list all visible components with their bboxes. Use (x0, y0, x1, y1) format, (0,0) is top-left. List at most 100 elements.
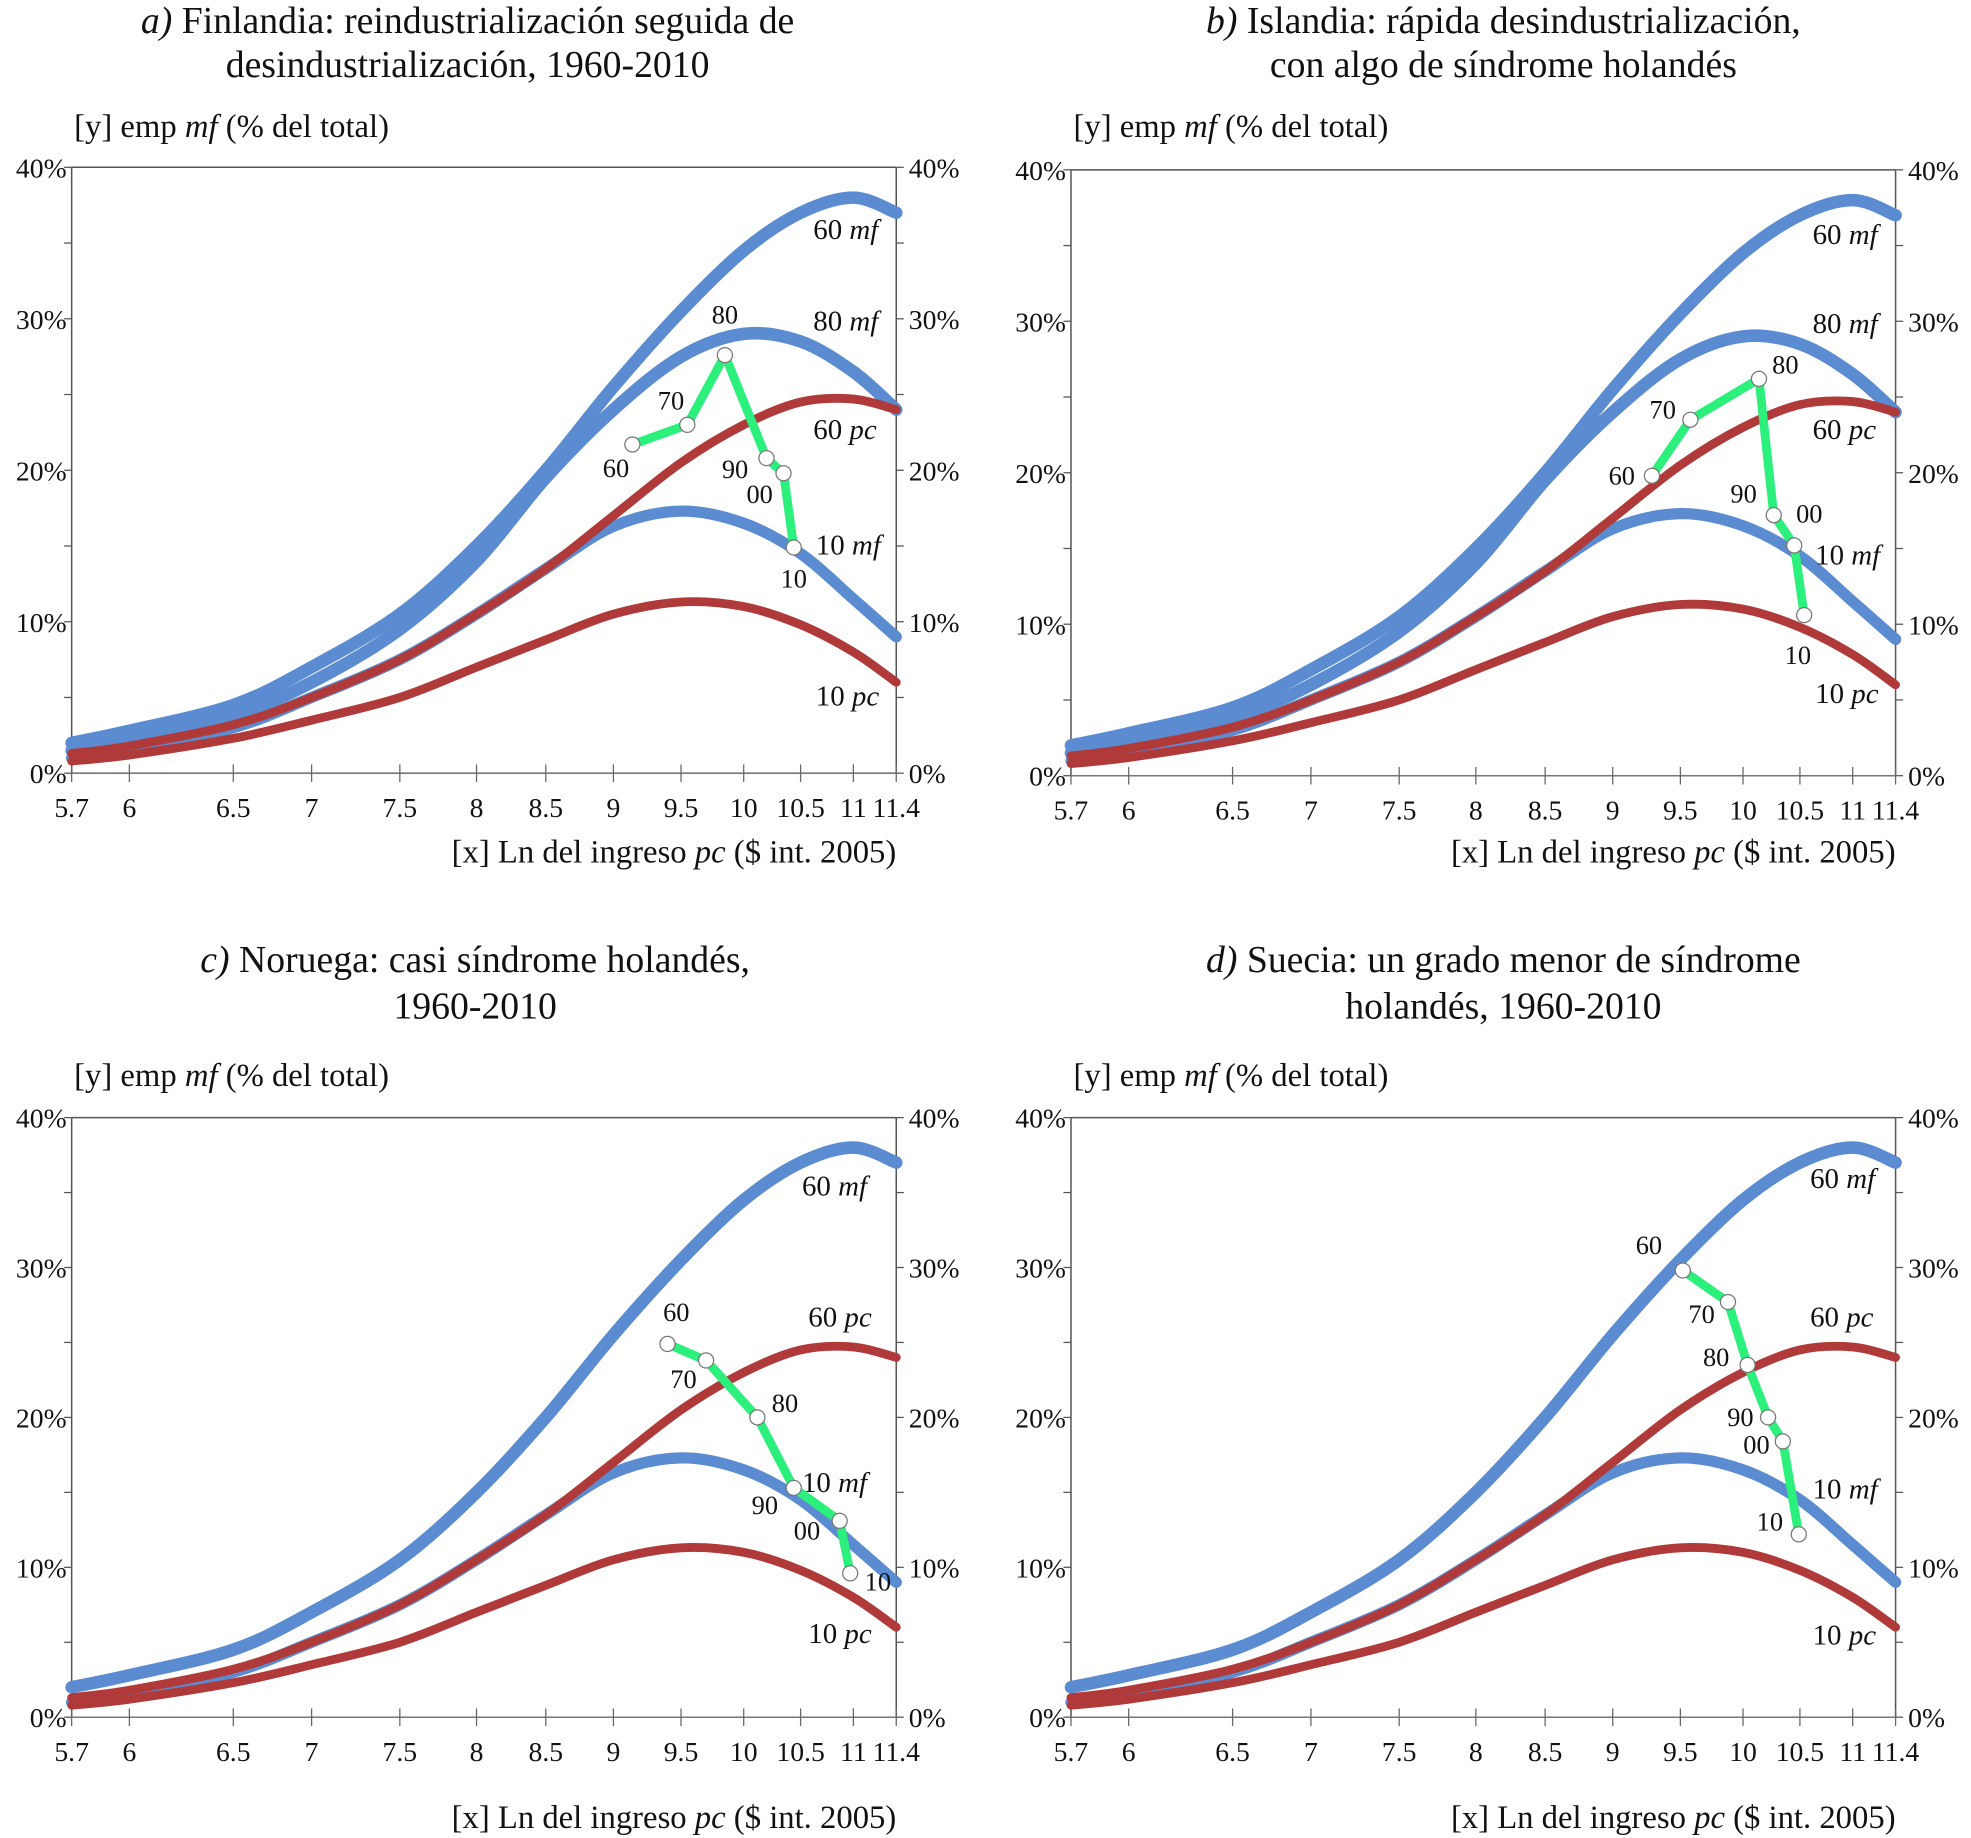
y-axis-label-part: [y] emp (74, 1058, 185, 1094)
x-axis-label-part: pc (1692, 1800, 1725, 1836)
y-tick-label-left: 40% (1015, 1103, 1066, 1134)
y-tick-label-left: 40% (1015, 155, 1066, 186)
y-tick-label-right: 30% (909, 1253, 960, 1284)
chart-title-part: Suecia: un grado menor de síndrome (1237, 939, 1800, 981)
curve-label: 60 pc (808, 1301, 872, 1333)
y-tick-label-right: 0% (1908, 1702, 1945, 1733)
y-axis-label-part: (% del total) (218, 109, 389, 145)
x-tick-label: 11 (840, 1736, 867, 1767)
path-year-label: 90 (752, 1490, 778, 1520)
path-year-label: 10 (1757, 1506, 1783, 1536)
path-marker (1765, 507, 1782, 524)
y-tick-label-left: 10% (16, 1552, 67, 1583)
y-tick-label-right: 30% (1908, 1253, 1959, 1284)
path-marker (785, 1479, 802, 1497)
curve-10-pc (67, 1543, 901, 1710)
path-marker (679, 416, 696, 433)
x-tick-label: 9.5 (664, 1736, 699, 1767)
y-tick-label-right: 20% (909, 455, 960, 486)
y-tick-label-left: 10% (16, 607, 67, 638)
x-tick-label: 11 (1839, 1736, 1866, 1767)
y-tick-label-right: 20% (909, 1402, 960, 1433)
x-axis-label: [x] Ln del ingreso pc ($ int. 2005) (452, 834, 897, 870)
path-marker (749, 1409, 766, 1426)
chart-title-part: d) (1206, 939, 1237, 981)
curve-label: 60 pc (1813, 414, 1877, 446)
y-tick-label-right: 0% (909, 758, 946, 789)
y-axis-label: [y] emp mf (% del total) (74, 1058, 389, 1094)
x-tick-label: 9 (1606, 795, 1620, 826)
x-tick-label: 10 (1729, 1736, 1757, 1767)
x-tick-label: 9 (606, 792, 620, 823)
x-tick-label: 6 (122, 1736, 136, 1767)
x-tick-label: 5.7 (1054, 795, 1089, 826)
y-axis-label-part: (% del total) (1217, 109, 1388, 145)
chart-title-line2-part: holandés, 1960-2010 (1345, 985, 1661, 1027)
curve-label-part: 10 (1813, 1619, 1849, 1651)
curve-label-part: 10 (816, 680, 852, 712)
y-tick-label-right: 10% (909, 607, 960, 638)
curve-label-part: 60 (1810, 1163, 1846, 1195)
curve-label-part: mf (1849, 1473, 1882, 1505)
chart-title-line2-part: con algo de síndrome holandés (1270, 44, 1737, 86)
chart-title-part: Finlandia: reindustrialización seguida d… (172, 0, 794, 42)
y-tick-label-left: 20% (16, 1402, 67, 1433)
chart-title-line2: desindustrialización, 1960-2010 (226, 44, 710, 86)
path-marker (624, 436, 641, 453)
path-year-label: 90 (1727, 1402, 1753, 1432)
y-tick-label-left: 0% (1029, 761, 1066, 792)
path-marker (775, 465, 792, 482)
x-tick-label: 9 (1606, 1736, 1620, 1767)
curve-80-mf (65, 326, 903, 757)
country-path (1648, 374, 1809, 616)
y-axis-label-part: [y] emp (74, 109, 185, 145)
curve-60-mf (65, 1141, 903, 1694)
curve-label-part: pc (842, 1618, 871, 1650)
curve-label-part: mf (1849, 308, 1882, 340)
path-year-label: 80 (1703, 1342, 1729, 1372)
curve-label-part: 10 (1813, 1473, 1849, 1505)
path-marker (1719, 1293, 1737, 1311)
y-tick-label-right: 10% (909, 1552, 960, 1583)
panel-c: c) Noruega: casi síndrome holandés,1960-… (16, 939, 960, 1836)
x-axis-label: [x] Ln del ingreso pc ($ int. 2005) (452, 1800, 897, 1836)
curve-label: 10 pc (1813, 1619, 1877, 1651)
x-tick-label: 10.5 (1776, 1736, 1824, 1767)
y-tick-label-left: 30% (1015, 1253, 1066, 1284)
y-axis-label-part: mf (185, 1058, 222, 1094)
curve-label-part: 60 (1810, 1301, 1846, 1333)
y-axis-label-part: (% del total) (218, 1058, 389, 1094)
country-path (1680, 1266, 1804, 1536)
x-tick-label: 7.5 (383, 792, 418, 823)
y-axis-label-part: [y] emp (1073, 1058, 1184, 1094)
panel-d: d) Suecia: un grado menor de síndromehol… (1015, 939, 1959, 1836)
y-axis-label-part: [y] emp (1073, 109, 1184, 145)
curve-label-part: mf (852, 529, 885, 561)
x-tick-label: 9.5 (664, 792, 699, 823)
x-axis-label-part: pc (693, 834, 726, 870)
y-axis-label-part: mf (1184, 109, 1221, 145)
path-marker (1643, 467, 1661, 484)
panel-b: b) Islandia: rápida desindustrialización… (1015, 0, 1959, 870)
path-marker (842, 1565, 859, 1582)
x-tick-label: 6 (122, 792, 136, 823)
path-marker (1759, 1409, 1777, 1426)
x-tick-label: 11.4 (1872, 1736, 1920, 1767)
x-tick-label: 6 (1122, 795, 1136, 826)
x-tick-label: 11 (1839, 795, 1866, 826)
path-year-label: 90 (722, 454, 748, 484)
y-tick-label-right: 40% (1908, 1103, 1959, 1134)
curve-60-pc (67, 393, 901, 758)
curve-label-part: 60 (1813, 219, 1849, 251)
x-tick-label: 5.7 (54, 1736, 89, 1767)
x-tick-label: 5.7 (54, 792, 89, 823)
y-tick-label-right: 30% (1908, 306, 1959, 337)
curve-label: 80 mf (813, 306, 882, 338)
curve-label-part: mf (1849, 219, 1882, 251)
y-tick-label-right: 40% (909, 1103, 960, 1134)
x-axis-label-part: [x] Ln del ingreso (1451, 1800, 1694, 1836)
chart-title-line2: holandés, 1960-2010 (1345, 985, 1661, 1027)
x-axis-label-part: [x] Ln del ingreso (1451, 834, 1694, 870)
path-marker (831, 1512, 848, 1530)
curve-label: 10 pc (816, 680, 880, 712)
